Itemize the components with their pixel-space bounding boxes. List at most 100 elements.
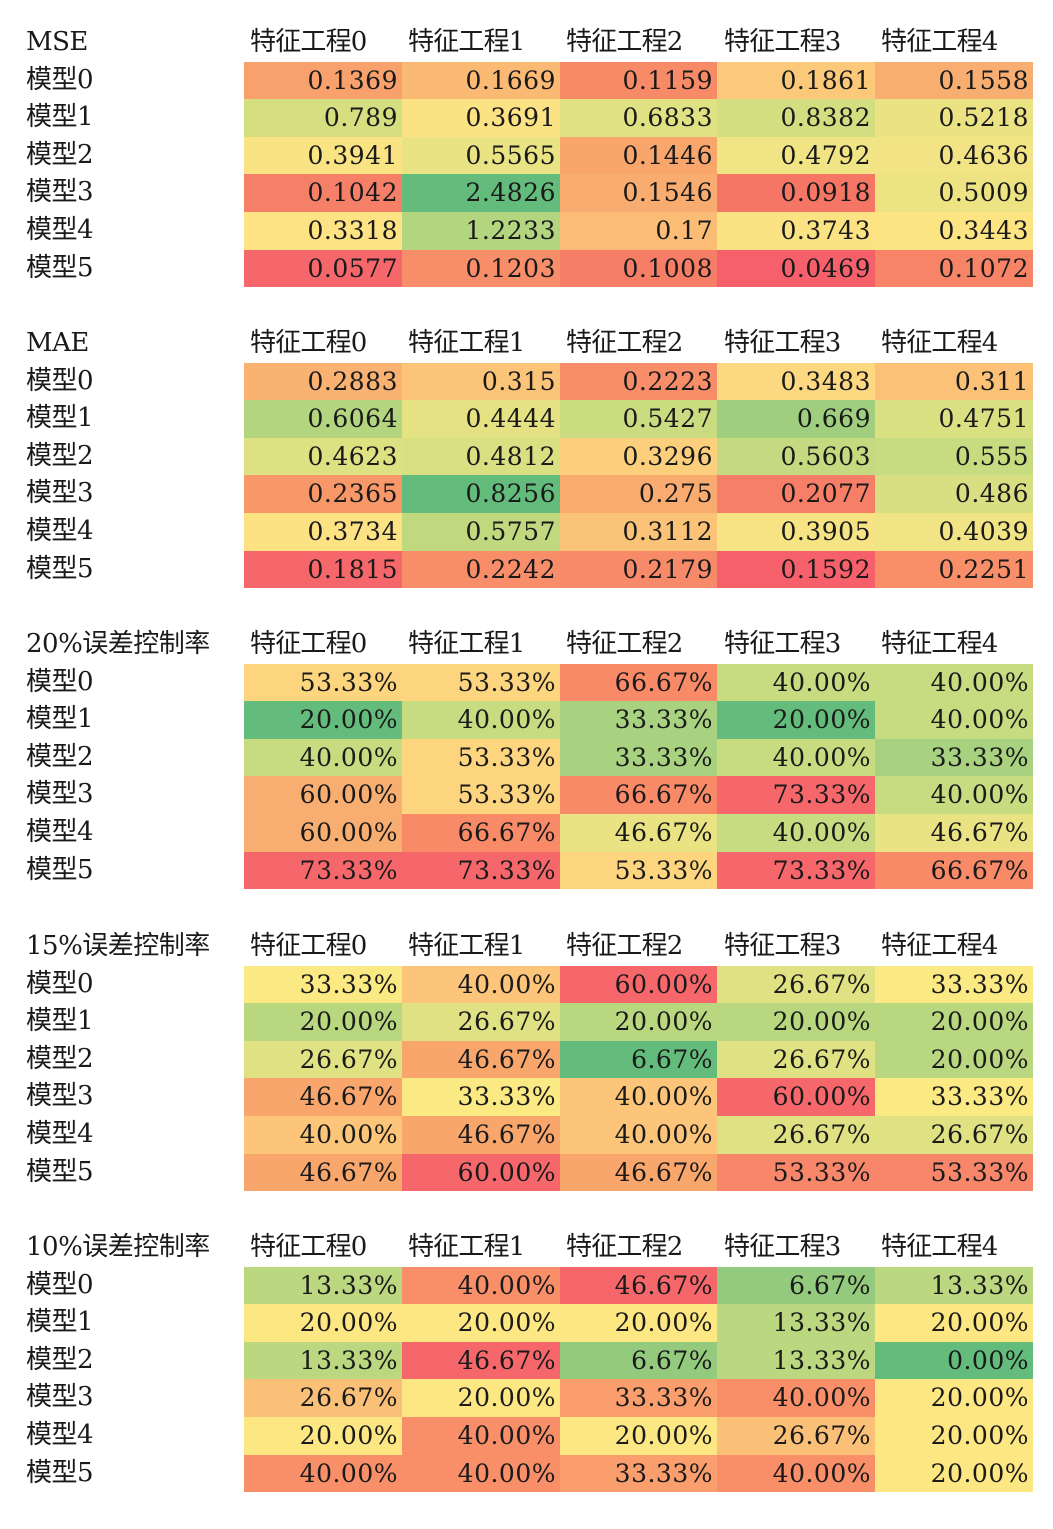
table-header-row: 10%误差控制率 特征工程0 特征工程1 特征工程2 特征工程3 特征工程4 — [0, 1229, 1053, 1267]
column-header: 特征工程1 — [408, 27, 525, 57]
column-header: 特征工程2 — [566, 629, 683, 659]
table-title: 20%误差控制率 — [26, 629, 210, 659]
table-title: MAE — [26, 328, 89, 358]
heat-cell: 33.33% — [560, 738, 717, 777]
row-label: 模型4 — [26, 817, 94, 847]
heat-cell: 60.00% — [402, 1153, 560, 1192]
table-row: 模型4 60.00% 66.67% 46.67% 40.00% 46.67% — [0, 814, 1053, 852]
row-label: 模型1 — [26, 1307, 94, 1338]
row-label: 模型3 — [26, 779, 94, 810]
heat-cell: 0.3905 — [717, 513, 875, 551]
row-label: 模型5 — [26, 1457, 94, 1488]
table-row: 模型4 0.3734 0.5757 0.3112 0.3905 0.4039 — [0, 513, 1053, 551]
heat-cell: 53.33% — [244, 663, 402, 702]
heat-cell: 53.33% — [402, 738, 560, 777]
heat-cell: 0.3941 — [244, 136, 402, 175]
heat-cell: 0.486 — [875, 475, 1033, 513]
heat-cell: 0.3318 — [244, 212, 402, 250]
heat-cell: 0.4623 — [244, 437, 402, 476]
heat-cell: 0.3443 — [875, 212, 1033, 250]
row-label: 模型0 — [26, 968, 94, 999]
table-row: 模型1 20.00% 40.00% 33.33% 20.00% 40.00% — [0, 701, 1053, 739]
table-row: 模型3 46.67% 33.33% 40.00% 60.00% 33.33% — [0, 1078, 1053, 1116]
heat-cell: 33.33% — [560, 1379, 717, 1417]
heat-cell: 66.67% — [875, 851, 1033, 890]
column-header: 特征工程2 — [566, 27, 683, 57]
heat-cell: 20.00% — [244, 701, 402, 739]
heat-cell: 66.67% — [560, 663, 717, 702]
heat-cell: 0.2365 — [244, 475, 402, 513]
heat-cell: 73.33% — [402, 851, 560, 890]
heat-cell: 33.33% — [560, 701, 717, 739]
heat-cell: 13.33% — [717, 1341, 875, 1380]
heat-cell: 46.67% — [402, 1341, 560, 1380]
heat-cell: 46.67% — [402, 1040, 560, 1079]
table-row: 模型5 73.33% 73.33% 53.33% 73.33% 66.67% — [0, 851, 1053, 890]
table-row: 模型0 0.1369 0.1669 0.1159 0.1861 0.1558 — [0, 61, 1053, 100]
heat-cell: 40.00% — [244, 1454, 402, 1493]
heat-cell: 0.2223 — [560, 362, 717, 401]
row-label: 模型4 — [26, 516, 94, 546]
heat-cell: 26.67% — [244, 1040, 402, 1079]
heat-cell: 73.33% — [244, 851, 402, 890]
heat-cell: 46.67% — [560, 1266, 717, 1305]
heat-cell: 20.00% — [875, 1304, 1033, 1342]
table-row: 模型5 0.1815 0.2242 0.2179 0.1592 0.2251 — [0, 550, 1053, 589]
row-label: 模型1 — [26, 102, 94, 133]
heat-cell: 0.6833 — [560, 99, 717, 137]
heat-cell: 13.33% — [875, 1266, 1033, 1305]
row-label: 模型3 — [26, 1382, 94, 1413]
table-row: 模型0 13.33% 40.00% 46.67% 6.67% 13.33% — [0, 1266, 1053, 1305]
heat-cell: 60.00% — [560, 965, 717, 1004]
heat-cell: 40.00% — [402, 965, 560, 1004]
heat-cell: 0.4751 — [875, 400, 1033, 438]
heat-cell: 0.3483 — [717, 362, 875, 401]
row-label: 模型3 — [26, 177, 94, 208]
row-label: 模型5 — [26, 854, 94, 885]
heat-cell: 0.5427 — [560, 400, 717, 438]
heat-cell: 1.2233 — [402, 212, 560, 250]
column-header: 特征工程1 — [408, 629, 525, 659]
heat-cell: 40.00% — [244, 1116, 402, 1154]
table-header-row: MSE 特征工程0 特征工程1 特征工程2 特征工程3 特征工程4 — [0, 24, 1053, 62]
heat-cell: 60.00% — [244, 814, 402, 852]
row-label: 模型1 — [26, 1006, 94, 1037]
table-row: 模型2 13.33% 46.67% 6.67% 13.33% 0.00% — [0, 1341, 1053, 1380]
heat-cell: 60.00% — [244, 776, 402, 814]
heat-cell: 20.00% — [402, 1304, 560, 1342]
heat-cell: 0.1592 — [717, 550, 875, 589]
table-row: 模型5 46.67% 60.00% 46.67% 53.33% 53.33% — [0, 1153, 1053, 1192]
heat-cell: 33.33% — [875, 738, 1033, 777]
heat-cell: 53.33% — [875, 1153, 1033, 1192]
heat-cell: 0.2251 — [875, 550, 1033, 589]
heat-cell: 46.67% — [560, 1153, 717, 1192]
heat-cell: 40.00% — [875, 776, 1033, 814]
heat-cell: 0.4792 — [717, 136, 875, 175]
column-header: 特征工程4 — [881, 328, 998, 358]
heat-cell: 0.0469 — [717, 249, 875, 288]
table-header-row: MAE 特征工程0 特征工程1 特征工程2 特征工程3 特征工程4 — [0, 325, 1053, 363]
table-header-row: 15%误差控制率 特征工程0 特征工程1 特征工程2 特征工程3 特征工程4 — [0, 928, 1053, 966]
heat-cell: 20.00% — [875, 1417, 1033, 1455]
heat-cell: 6.67% — [717, 1266, 875, 1305]
heat-cell: 26.67% — [717, 1417, 875, 1455]
heat-cell: 0.8256 — [402, 475, 560, 513]
row-label: 模型2 — [26, 139, 94, 170]
heat-cell: 40.00% — [402, 1266, 560, 1305]
table-row: 模型2 26.67% 46.67% 6.67% 26.67% 20.00% — [0, 1040, 1053, 1079]
heat-cell: 20.00% — [244, 1003, 402, 1041]
heat-cell: 0.5757 — [402, 513, 560, 551]
heat-cell: 13.33% — [244, 1341, 402, 1380]
heat-cell: 0.5565 — [402, 136, 560, 175]
heat-cell: 6.67% — [560, 1341, 717, 1380]
row-label: 模型2 — [26, 1344, 94, 1375]
heat-cell: 0.5603 — [717, 437, 875, 476]
table-row: 模型2 40.00% 53.33% 33.33% 40.00% 33.33% — [0, 738, 1053, 777]
row-label: 模型0 — [26, 365, 94, 396]
heat-cell: 0.2242 — [402, 550, 560, 589]
heat-cell: 0.1546 — [560, 174, 717, 212]
column-header: 特征工程3 — [724, 328, 841, 358]
heat-cell: 53.33% — [402, 776, 560, 814]
column-header: 特征工程0 — [250, 1232, 367, 1262]
